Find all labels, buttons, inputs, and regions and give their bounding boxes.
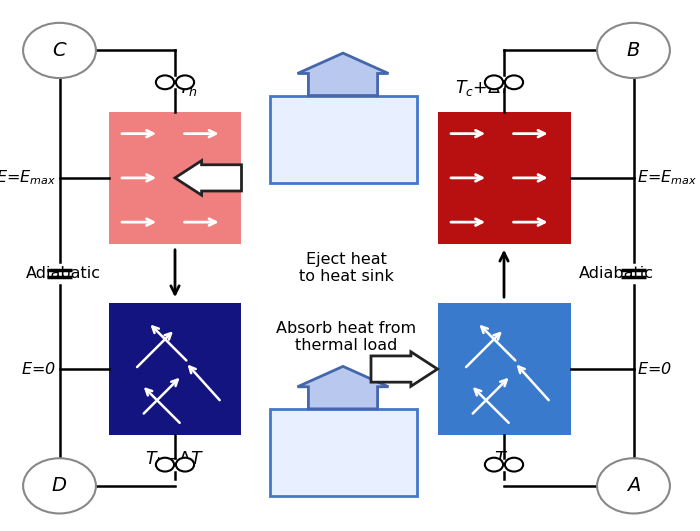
Bar <box>108 303 241 435</box>
Text: $\mathit{D}$: $\mathit{D}$ <box>52 476 67 495</box>
Polygon shape <box>175 160 242 195</box>
Text: $T_\mathregular{h}$: $T_\mathregular{h}$ <box>178 78 198 98</box>
Text: $T_\mathregular{c}$+$\Delta T$: $T_\mathregular{c}$+$\Delta T$ <box>455 78 513 98</box>
Text: $\mathit{B}$: $\mathit{B}$ <box>626 41 640 60</box>
Text: $T_\mathregular{h}$$-$$\Delta T$: $T_\mathregular{h}$$-$$\Delta T$ <box>146 449 204 469</box>
Text: $\mathit{A}$: $\mathit{A}$ <box>626 476 641 495</box>
Circle shape <box>176 75 194 89</box>
Bar <box>270 96 416 183</box>
Text: $\mathit{C}$: $\mathit{C}$ <box>52 41 67 60</box>
Text: Eject heat
to heat sink: Eject heat to heat sink <box>299 252 394 285</box>
Bar <box>438 303 570 435</box>
Circle shape <box>597 458 670 513</box>
Circle shape <box>156 75 174 89</box>
Circle shape <box>597 23 670 78</box>
Circle shape <box>176 458 194 472</box>
Text: $E$=0: $E$=0 <box>637 361 672 377</box>
Text: $E$=0: $E$=0 <box>21 361 56 377</box>
Polygon shape <box>371 352 438 387</box>
Polygon shape <box>298 366 389 409</box>
Text: Adiabatic: Adiabatic <box>25 266 101 281</box>
Bar <box>270 409 416 496</box>
Text: $E$=$E_\mathregular{max}$: $E$=$E_\mathregular{max}$ <box>637 168 697 187</box>
Circle shape <box>485 458 503 472</box>
Circle shape <box>505 458 523 472</box>
Bar <box>108 112 241 244</box>
Bar <box>438 112 570 244</box>
Polygon shape <box>298 53 389 96</box>
Circle shape <box>23 23 96 78</box>
Text: $T_\mathregular{c}$: $T_\mathregular{c}$ <box>332 442 354 464</box>
Circle shape <box>156 458 174 472</box>
Text: Absorb heat from
thermal load: Absorb heat from thermal load <box>276 321 416 354</box>
Text: $T_\mathregular{h}$: $T_\mathregular{h}$ <box>332 129 354 150</box>
Text: Adiabatic: Adiabatic <box>578 266 654 281</box>
Circle shape <box>505 75 523 89</box>
Text: $T_\mathregular{c}$: $T_\mathregular{c}$ <box>494 449 514 469</box>
Circle shape <box>485 75 503 89</box>
Text: $E$=$E_\mathregular{max}$: $E$=$E_\mathregular{max}$ <box>0 168 56 187</box>
Circle shape <box>23 458 96 513</box>
